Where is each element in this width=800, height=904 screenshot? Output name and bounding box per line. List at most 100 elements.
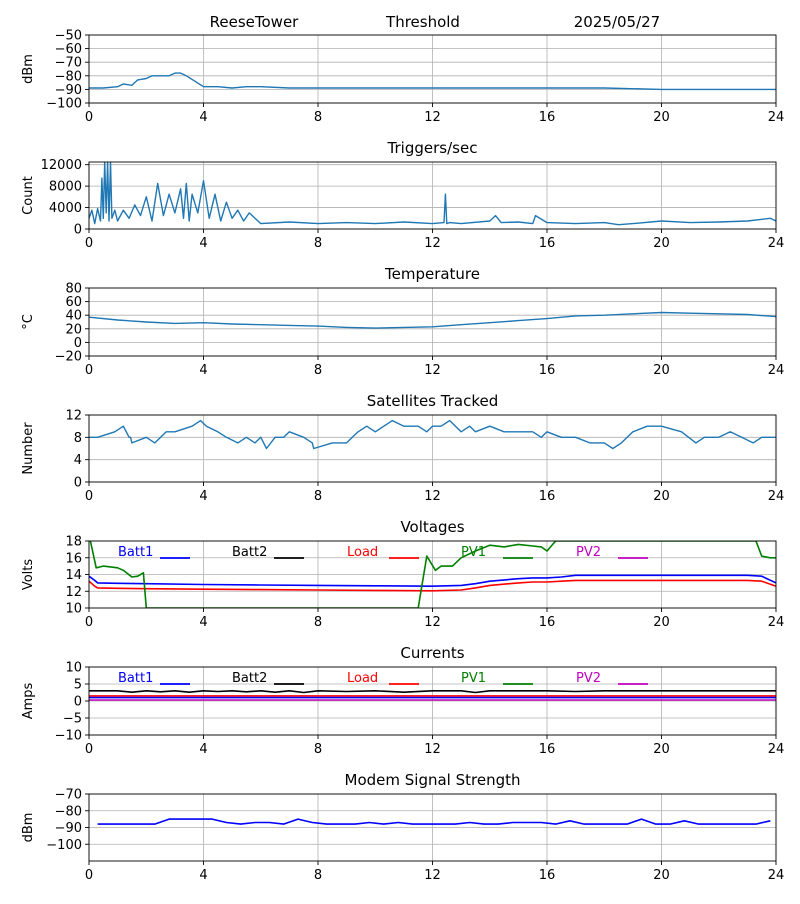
legend-item-pv2: PV2 (576, 671, 648, 686)
legend-item-load: Load (347, 671, 419, 686)
x-tick-label: 16 (539, 489, 556, 504)
series-triggers-line (89, 162, 776, 226)
y-axis-label: Volts (21, 559, 36, 591)
y-tick-label: 8 (74, 431, 82, 446)
x-tick-label: 20 (653, 236, 670, 251)
header-mode: Threshold (385, 13, 460, 31)
y-tick-label: 18 (65, 535, 82, 550)
header-date: 2025/05/27 (574, 13, 660, 31)
y-tick-label: −80 (55, 69, 82, 84)
x-tick-label: 4 (199, 363, 207, 378)
y-tick-label: −80 (55, 804, 82, 819)
y-tick-label: −90 (55, 821, 82, 836)
chart-title: Voltages (400, 518, 464, 536)
x-tick-label: 12 (424, 742, 441, 757)
chart-triggers: 0 4 8 12 16 20 24 0 4000 8000 12000 Triggers/sec Cou… (21, 139, 784, 251)
legend-label: Batt2 (232, 545, 267, 560)
x-tick-label: 16 (539, 110, 556, 125)
series-temperature-line (89, 311, 776, 329)
x-tick-label: 0 (85, 236, 93, 251)
x-tick-label: 8 (314, 236, 322, 251)
legend-label: Load (347, 671, 378, 686)
legend-label: Batt1 (118, 545, 153, 560)
y-tick-label: 12 (65, 409, 82, 424)
chart-title: Triggers/sec (387, 139, 478, 157)
y-axis-label: °C (21, 314, 36, 330)
y-axis-label: Count (21, 176, 36, 215)
y-tick-label: 0 (74, 336, 82, 351)
legend-item-load: Load (347, 545, 419, 560)
y-tick-label: −90 (55, 83, 82, 98)
x-tick-label: 0 (85, 742, 93, 757)
legend-item-pv2: PV2 (576, 545, 648, 560)
y-tick-label: 4000 (49, 201, 82, 216)
y-axis-label: Number (21, 422, 36, 475)
chart-modem: 0 4 8 12 16 20 24 −100 −90 −80−70 Modem Signal Str… (21, 771, 784, 883)
x-tick-label: 16 (539, 363, 556, 378)
legend-item-pv1: PV1 (461, 545, 533, 560)
y-tick-label: −20 (55, 350, 82, 365)
y-tick-label: 12000 (41, 158, 82, 173)
series-threshold-line (89, 72, 776, 91)
x-tick-label: 24 (768, 615, 785, 630)
x-tick-label: 0 (85, 868, 93, 883)
x-tick-label: 12 (424, 868, 441, 883)
y-tick-label: 0 (74, 476, 82, 491)
x-tick-label: 4 (199, 742, 207, 757)
x-tick-label: 24 (768, 363, 785, 378)
x-tick-label: 8 (314, 110, 322, 125)
y-tick-label: 14 (65, 568, 82, 583)
y-tick-label: 12 (65, 585, 82, 600)
legend-label: PV1 (461, 545, 486, 560)
y-tick-label: −70 (55, 56, 82, 71)
legend-item-batt2: Batt2 (232, 545, 304, 560)
x-tick-label: 12 (424, 110, 441, 125)
series-satellites-line (89, 419, 776, 450)
series-pv1-line (89, 541, 776, 608)
x-tick-label: 0 (85, 110, 93, 125)
series-batt2-line (89, 689, 776, 694)
x-tick-label: 20 (653, 363, 670, 378)
legend-label: Load (347, 545, 378, 560)
x-tick-label: 12 (424, 615, 441, 630)
y-tick-label: 60 (65, 295, 82, 310)
y-axis-label: Amps (21, 682, 36, 719)
x-tick-label: 12 (424, 489, 441, 504)
y-axis-label: dBm (21, 54, 36, 84)
x-tick-label: 4 (199, 868, 207, 883)
x-tick-label: 8 (314, 868, 322, 883)
chart-title: Satellites Tracked (367, 392, 498, 410)
y-tick-label: 5 (74, 678, 82, 693)
y-tick-label: −50 (55, 29, 82, 44)
x-tick-label: 0 (85, 489, 93, 504)
x-tick-label: 8 (314, 489, 322, 504)
legend-item-batt1: Batt1 (118, 671, 190, 686)
x-tick-label: 20 (653, 742, 670, 757)
x-tick-label: 20 (653, 615, 670, 630)
x-tick-label: 16 (539, 742, 556, 757)
y-tick-label: 40 (65, 309, 82, 324)
x-tick-label: 4 (199, 236, 207, 251)
chart-title: Currents (400, 644, 464, 662)
x-tick-label: 20 (653, 489, 670, 504)
y-tick-label: 16 (65, 551, 82, 566)
x-tick-label: 24 (768, 110, 785, 125)
x-tick-label: 4 (199, 489, 207, 504)
x-tick-label: 16 (539, 615, 556, 630)
chart-title: Modem Signal Strength (345, 771, 521, 789)
x-tick-label: 8 (314, 615, 322, 630)
y-tick-label: 0 (74, 223, 82, 238)
y-tick-label: 80 (65, 282, 82, 297)
legend-label: PV1 (461, 671, 486, 686)
x-tick-label: 24 (768, 742, 785, 757)
legend-item-batt1: Batt1 (118, 545, 190, 560)
y-tick-label: −10 (55, 729, 82, 744)
x-tick-label: 4 (199, 110, 207, 125)
legend-item-batt2: Batt2 (232, 671, 304, 686)
y-tick-label: 20 (65, 322, 82, 337)
y-tick-label: 10 (65, 602, 82, 617)
x-tick-label: 0 (85, 363, 93, 378)
